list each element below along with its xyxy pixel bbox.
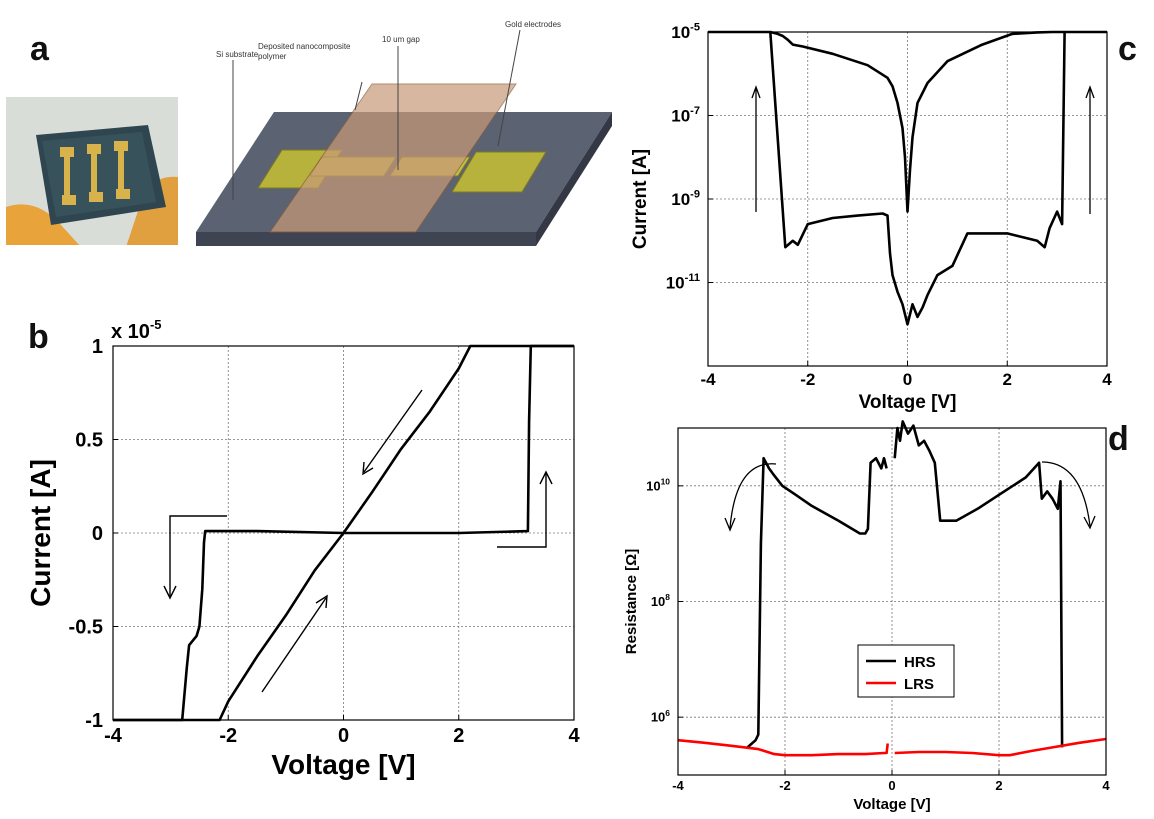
y-axis-label-d: Resistance [Ω] <box>623 549 640 654</box>
chart-b: -4 -2 0 2 4 -1 -0.5 0 0.5 1 Voltage [V] Current [A]… <box>25 317 580 780</box>
arrowhead-c-right <box>1085 85 1095 99</box>
x-tick-label-c: 0 <box>903 370 912 389</box>
x-axis-label-b: Voltage [V] <box>271 749 415 780</box>
legend-label-HRS: HRS <box>904 654 936 671</box>
x-tick-label-b: -4 <box>104 725 123 747</box>
y-tick-label-b: -1 <box>85 710 103 732</box>
label-polymer-line1: Deposited nanocomposite <box>258 42 351 51</box>
y-tick-label-c: 10-5 <box>671 21 700 42</box>
plot-frame-d <box>677 427 1107 776</box>
y-tick-label-d: 1010 <box>646 477 670 494</box>
polymer-layer <box>269 83 517 233</box>
x-tick-label-d: -4 <box>672 778 684 793</box>
annotations-c <box>751 85 1095 214</box>
x-tick-label-c: 4 <box>1102 370 1112 389</box>
arrowhead-b-setup <box>539 470 553 485</box>
arrowhead-b-down <box>362 461 374 476</box>
label-polymer-line2: polymer <box>258 52 287 61</box>
y-tick-label-c: 10-11 <box>666 272 700 293</box>
y-tick-label-d: 106 <box>651 708 670 725</box>
series-line-b-0 <box>113 344 574 722</box>
label-gap: 10 um gap <box>382 35 420 44</box>
panel-letter-d: d <box>1108 420 1129 458</box>
arrowhead-d-right <box>1083 515 1096 530</box>
x-axis-label-c: Voltage [V] <box>859 392 957 413</box>
y-tick-label-b: 1 <box>92 336 103 358</box>
y-tick-label-b: 0 <box>92 523 103 545</box>
x-tick-label-d: 0 <box>888 778 895 793</box>
chart-c: -4 -2 0 2 4 10-5 10-7 10-9 10-11 Voltage [V] Curre… <box>630 21 1112 413</box>
y-tick-label-c: 10-9 <box>671 188 700 209</box>
y-tick-label-d: 108 <box>651 592 670 609</box>
finger-right <box>126 176 178 245</box>
x-axis-label-d: Voltage [V] <box>853 796 930 813</box>
x-tick-label-d: 2 <box>995 778 1002 793</box>
panel-letter-b: b <box>28 318 49 356</box>
device-photo <box>6 97 178 245</box>
arrow-d-right <box>1041 461 1091 527</box>
x-tick-label-c: 2 <box>1003 370 1012 389</box>
plot-frame-b <box>112 345 575 721</box>
x-tick-label-b: 0 <box>338 725 349 747</box>
panel-letter-c: c <box>1118 30 1137 68</box>
label-electrodes: Gold electrodes <box>505 20 561 29</box>
series-line-d-LRS <box>677 738 889 757</box>
plot-frame-c <box>707 31 1108 367</box>
annotations-d <box>724 461 1096 532</box>
arrow-b-up <box>261 597 327 693</box>
x-tick-label-b: 4 <box>568 725 580 747</box>
x-tick-label-d: -2 <box>779 778 791 793</box>
arrowhead-b-up <box>315 594 328 609</box>
x-tick-label-b: -2 <box>219 725 237 747</box>
electrode-right <box>451 151 547 193</box>
arrowhead-d-left <box>724 517 736 532</box>
y-axis-label-c: Current [A] <box>630 149 651 249</box>
series-line-d-LRS <box>894 737 1107 757</box>
y-multiplier-b: x 10-5 <box>111 317 162 343</box>
series-line-d-HRS <box>746 456 888 749</box>
substrate-front <box>196 232 536 246</box>
y-axis-label-b: Current [A] <box>25 459 56 607</box>
x-tick-label-b: 2 <box>453 725 464 747</box>
device-schematic <box>196 29 612 246</box>
finger-left <box>6 204 80 245</box>
chart-d: -4 -2 0 2 4 1010 108 106 Voltage [V] Resistance [… <box>623 420 1110 813</box>
arrow-b-setdown <box>169 515 227 596</box>
arrow-d-left <box>729 463 777 529</box>
series-line-b-1 <box>113 344 574 722</box>
panel-letter-a: a <box>30 30 49 68</box>
legend-box-d <box>857 644 955 698</box>
arrowhead-b-setdown <box>163 585 177 600</box>
x-tick-label-c: -4 <box>700 370 716 389</box>
y-tick-label-c: 10-7 <box>671 105 700 126</box>
chip-electrodes <box>60 141 130 205</box>
label-substrate: Si substrate <box>216 50 259 59</box>
arrowhead-c-left <box>751 85 761 99</box>
y-tick-label-b: 0.5 <box>75 430 103 452</box>
arrow-b-down <box>363 389 423 473</box>
x-tick-label-c: -2 <box>800 370 815 389</box>
legend-label-LRS: LRS <box>904 676 934 693</box>
y-tick-label-b: -0.5 <box>69 617 103 639</box>
substrate-side <box>536 112 612 246</box>
x-tick-label-d: 4 <box>1102 778 1110 793</box>
arrow-b-setup <box>497 474 547 548</box>
series-line-c-1 <box>769 31 1066 326</box>
annotations-b <box>163 389 553 693</box>
